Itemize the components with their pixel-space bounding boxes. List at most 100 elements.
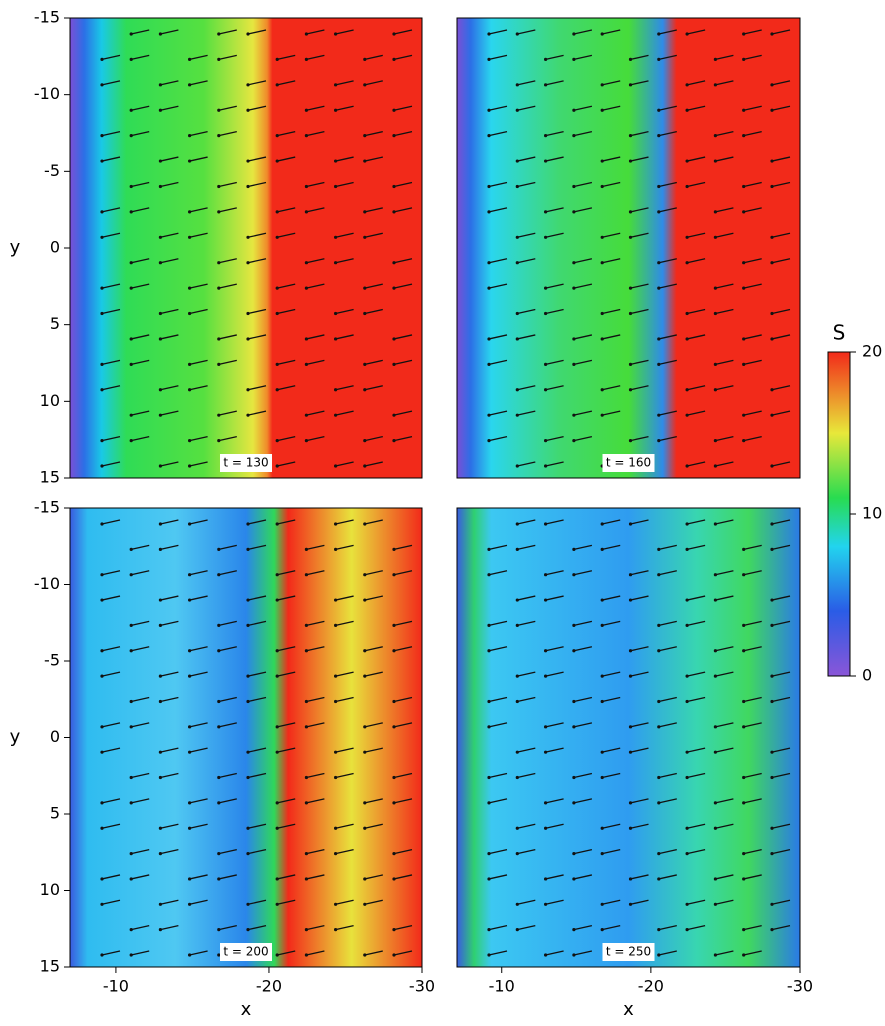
arrow-head: [657, 57, 661, 62]
arrow-head: [487, 337, 491, 341]
y-tick-label: -10: [34, 84, 60, 103]
arrow-head: [544, 902, 548, 906]
y-tick-label: 0: [50, 238, 60, 257]
arrow-head: [217, 649, 221, 653]
arrow-head: [334, 674, 338, 678]
arrow: [771, 461, 791, 467]
arrow-head: [685, 159, 689, 163]
arrow-head: [217, 413, 221, 417]
arrow-head: [487, 362, 491, 366]
arrow: [686, 156, 706, 162]
arrow: [630, 519, 649, 525]
arrow: [743, 874, 762, 880]
arrow-head: [217, 362, 221, 366]
y-tick-label: 15: [40, 468, 60, 487]
arrow-head: [217, 57, 221, 62]
arrow-head: [628, 801, 633, 805]
arrow: [517, 823, 536, 829]
arrow: [602, 29, 621, 35]
arrow-head: [685, 83, 689, 87]
arrow-head: [304, 32, 308, 36]
arrow: [771, 105, 791, 111]
arrow-head: [275, 210, 279, 214]
arrow-head: [515, 623, 519, 628]
arrow-head: [334, 623, 338, 628]
arrow: [658, 131, 677, 137]
arrow-head: [100, 573, 104, 577]
arrow: [488, 131, 508, 137]
arrow: [488, 283, 508, 289]
arrow: [189, 54, 208, 61]
arrow-head: [770, 108, 774, 112]
arrow: [658, 258, 677, 264]
arrow: [306, 54, 325, 61]
arrow-head: [158, 699, 162, 704]
arrow: [658, 181, 677, 188]
arrow: [393, 29, 413, 35]
arrow: [658, 207, 677, 213]
arrow: [101, 308, 121, 315]
arrow-head: [304, 184, 308, 189]
arrow: [602, 308, 621, 315]
arrow: [573, 131, 593, 137]
arrow: [131, 874, 150, 880]
arrow-head: [544, 464, 548, 468]
arrow: [517, 544, 536, 550]
arrow: [517, 899, 536, 905]
colorbar-tick-label: 10: [862, 504, 882, 523]
arrow: [743, 646, 762, 652]
arrow-head: [572, 928, 576, 932]
arrow-head: [100, 464, 104, 468]
arrow-head: [129, 286, 133, 290]
arrow: [602, 385, 621, 391]
arrow-head: [515, 547, 519, 551]
arrow-head: [275, 286, 279, 290]
arrow: [335, 181, 354, 188]
arrow-head: [188, 902, 192, 906]
arrow: [364, 646, 383, 652]
arrow-head: [363, 826, 367, 830]
arrow: [602, 595, 621, 601]
arrow-head: [217, 851, 221, 856]
arrow: [715, 385, 734, 391]
arrow-head: [363, 598, 367, 602]
arrow-head: [158, 902, 162, 906]
arrow-head: [487, 699, 491, 704]
y-tick-label: -15: [34, 8, 60, 27]
arrow-head: [129, 184, 133, 189]
x-tick-label: -30: [409, 977, 435, 996]
arrow-head: [657, 337, 661, 341]
arrow-head: [275, 725, 279, 729]
arrow: [393, 570, 413, 576]
arrow: [160, 258, 179, 264]
arrow-head: [657, 32, 661, 36]
arrow: [488, 435, 508, 442]
arrow: [277, 747, 296, 753]
arrow: [488, 950, 508, 956]
arrow-head: [304, 286, 308, 290]
arrow: [630, 359, 649, 365]
arrow: [743, 722, 762, 728]
arrow-head: [657, 413, 661, 417]
arrow-head: [129, 775, 133, 780]
arrow-head: [770, 413, 774, 417]
arrow: [630, 646, 649, 652]
arrow: [160, 595, 179, 601]
arrow-head: [515, 83, 519, 87]
arrow: [218, 848, 237, 855]
arrow-head: [713, 902, 718, 906]
annotation-box: [602, 454, 655, 472]
arrow-head: [129, 134, 133, 138]
arrow: [189, 823, 208, 829]
arrow-head: [158, 928, 162, 932]
arrow: [743, 798, 762, 804]
arrow: [277, 595, 296, 601]
arrow-head: [246, 337, 250, 341]
arrow: [573, 570, 593, 576]
arrow-head: [742, 928, 746, 932]
arrow-head: [713, 649, 718, 653]
arrow: [306, 131, 325, 137]
arrow-head: [304, 210, 308, 214]
arrow: [277, 950, 296, 956]
arrow-head: [713, 598, 718, 602]
